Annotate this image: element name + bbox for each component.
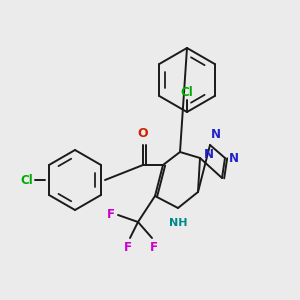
Text: N: N bbox=[229, 152, 239, 164]
Text: Cl: Cl bbox=[181, 86, 194, 99]
Text: N: N bbox=[204, 148, 214, 161]
Text: F: F bbox=[150, 241, 158, 254]
Text: O: O bbox=[138, 127, 148, 140]
Text: N: N bbox=[211, 128, 221, 141]
Text: F: F bbox=[124, 241, 132, 254]
Text: NH: NH bbox=[169, 218, 187, 228]
Text: F: F bbox=[107, 208, 115, 221]
Text: Cl: Cl bbox=[20, 173, 33, 187]
